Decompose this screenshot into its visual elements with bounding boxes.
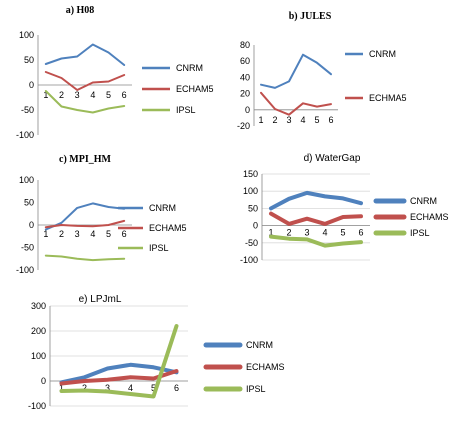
x-tick-label: 6 (174, 383, 179, 393)
legend-label: CNRM (369, 49, 396, 59)
chart-title: d) WaterGap (304, 153, 361, 164)
chart-5: e) LPJmL -100 0 100 200 300 1 2 3 4 5 6 CNRM ECHAMS IP… (28, 294, 285, 411)
series-line-echams (59, 369, 179, 386)
x-tick-label: 5 (106, 229, 111, 239)
x-tick-label: 6 (358, 228, 363, 238)
series-line-ipsl (44, 254, 126, 262)
series-line-cnrm (260, 53, 332, 89)
legend-label: CNRM (246, 340, 273, 350)
y-tick-label: 0 (29, 220, 34, 230)
y-tick-label: 100 (243, 186, 258, 196)
y-tick-label: 60 (240, 56, 250, 66)
series-line-ipsl (44, 90, 126, 114)
legend-label: ECHMA5 (369, 93, 407, 103)
x-tick-label: 4 (322, 228, 327, 238)
x-tick-label: 2 (82, 383, 87, 393)
y-tick-label: 0 (41, 376, 46, 386)
x-tick-label: 1 (59, 383, 64, 393)
series-line-cnrm (44, 202, 126, 231)
x-tick-label: 4 (90, 90, 95, 100)
legend-label: ECHAMS (410, 212, 449, 222)
y-tick-label: 20 (240, 89, 250, 99)
series-line-echams (269, 211, 363, 226)
y-tick-label: 80 (240, 40, 250, 50)
legend-label: CNRM (149, 203, 176, 213)
x-tick-label: 3 (105, 383, 110, 393)
chart-4: d) WaterGap -100 -50 0 50 100 150 1 2 3 4 5 6 CNRM ECH… (240, 153, 449, 265)
series-line-echma5 (260, 91, 332, 116)
legend-label: IPSL (410, 228, 430, 238)
series-line-echam5 (44, 219, 126, 229)
x-tick-label: 4 (300, 115, 305, 125)
y-tick-label: 0 (29, 80, 34, 90)
legend-label: IPSL (176, 105, 196, 115)
y-tick-label: 100 (19, 175, 34, 185)
y-tick-label: 300 (31, 301, 46, 311)
x-tick-label: 1 (268, 228, 273, 238)
chart-3: c) MPI_HM -100 -50 0 50 100 1 2 3 4 5 6 CNRM ECHAM5 IP… (16, 154, 187, 275)
x-tick-label: 1 (43, 229, 48, 239)
x-tick-label: 4 (90, 229, 95, 239)
series-line-cnrm (44, 43, 126, 66)
chart-title: e) LPJmL (79, 294, 122, 305)
y-tick-label: -100 (28, 401, 46, 411)
x-tick-label: 5 (151, 383, 156, 393)
legend-label: IPSL (149, 243, 169, 253)
y-tick-label: 50 (24, 198, 34, 208)
x-tick-label: 2 (272, 115, 277, 125)
x-tick-label: 5 (314, 115, 319, 125)
x-tick-label: 1 (43, 90, 48, 100)
x-tick-label: 1 (258, 115, 263, 125)
y-tick-label: 50 (248, 203, 258, 213)
y-tick-label: -50 (21, 105, 34, 115)
x-tick-label: 2 (59, 229, 64, 239)
series-line-cnrm (59, 362, 179, 385)
y-tick-label: 100 (31, 351, 46, 361)
x-tick-label: 3 (286, 115, 291, 125)
y-tick-label: 50 (24, 55, 34, 65)
legend-label: ECHAM5 (176, 84, 214, 94)
y-tick-label: 40 (240, 72, 250, 82)
chart-1: a) H08 -100 -50 0 50 100 1 2 3 4 5 6 CNRM ECHAM5 IPSL (16, 5, 214, 140)
x-tick-label: 3 (75, 90, 80, 100)
series-line-ipsl (59, 324, 179, 399)
y-tick-label: -50 (245, 238, 258, 248)
y-tick-label: -100 (240, 255, 258, 265)
x-tick-label: 4 (128, 383, 133, 393)
x-tick-label: 5 (340, 228, 345, 238)
x-tick-label: 2 (59, 90, 64, 100)
series-line-echam5 (44, 71, 126, 91)
chart-2: b) JULES -20 0 20 40 60 80 1 2 3 4 5 6 CNRM ECHMA5 (237, 11, 407, 131)
y-tick-label: 100 (19, 30, 34, 40)
legend-label: IPSL (246, 384, 266, 394)
y-tick-label: 0 (253, 221, 258, 231)
x-tick-label: 3 (304, 228, 309, 238)
y-tick-label: 200 (31, 326, 46, 336)
x-tick-label: 2 (286, 228, 291, 238)
x-tick-label: 6 (122, 229, 127, 239)
x-tick-label: 3 (75, 229, 80, 239)
chart-title: c) MPI_HM (59, 154, 111, 165)
legend-label: CNRM (410, 196, 437, 206)
legend-label: ECHAM5 (149, 223, 187, 233)
legend-label: CNRM (176, 63, 203, 73)
y-tick-label: 150 (243, 169, 258, 179)
x-tick-label: 6 (328, 115, 333, 125)
y-tick-label: -100 (16, 130, 34, 140)
y-tick-label: -20 (237, 121, 250, 131)
y-tick-label: -50 (21, 243, 34, 253)
x-tick-label: 5 (106, 90, 111, 100)
y-tick-label: -100 (16, 265, 34, 275)
chart-title: a) H08 (66, 5, 95, 16)
chart-title: b) JULES (289, 11, 332, 22)
legend-label: ECHAMS (246, 362, 285, 372)
series-line-cnrm (269, 190, 363, 211)
x-tick-label: 6 (122, 90, 127, 100)
y-tick-label: 0 (245, 105, 250, 115)
series-line-ipsl (269, 234, 363, 248)
